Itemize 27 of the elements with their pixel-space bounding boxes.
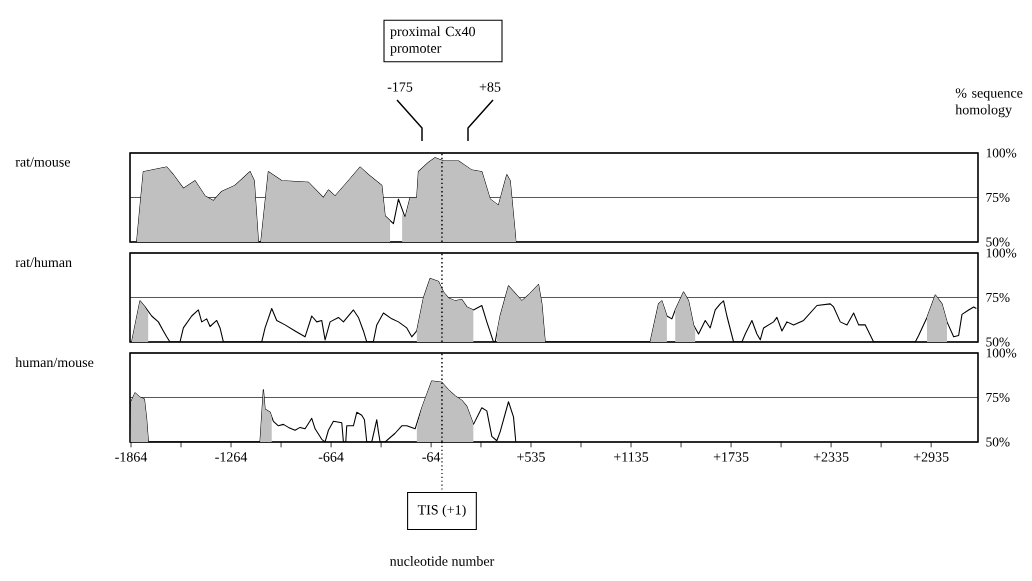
y-tick-label: 100% — [986, 148, 1017, 158]
y-tick-label: 75% — [986, 192, 1010, 202]
x-tick-label: +2935 — [913, 452, 949, 462]
x-axis-title: nucleotide number — [389, 556, 495, 566]
x-tick-label: +2335 — [813, 452, 849, 462]
x-tick-label: -1864 — [115, 452, 148, 462]
y-tick-label: 100% — [986, 348, 1017, 358]
x-tick-label: -1264 — [215, 452, 248, 462]
x-tick-label: -664 — [318, 452, 344, 462]
x-tick-label: +1135 — [614, 452, 649, 462]
y-tick-label: 50% — [986, 237, 1010, 247]
chart-title: rat/mouse — [15, 157, 71, 167]
text: +85 — [479, 82, 501, 92]
chart-title: rat/human — [15, 257, 72, 268]
ref-line-label: TIS (+1) — [417, 504, 466, 518]
x-tick-label: -64 — [422, 452, 441, 462]
y-tick-label: 100% — [986, 248, 1017, 258]
chart-title: human/mouse — [15, 357, 94, 368]
text: proximal Cx40 promoter — [390, 26, 476, 56]
x-tick-label: +535 — [517, 452, 545, 462]
y-axis-title: % sequence homology — [955, 88, 1023, 118]
y-tick-label: 75% — [986, 392, 1010, 402]
text: -175 — [387, 82, 413, 92]
y-tick-label: 75% — [986, 292, 1010, 302]
y-tick-label: 50% — [986, 437, 1010, 447]
y-tick-label: 50% — [986, 337, 1010, 347]
x-tick-label: +1735 — [713, 452, 749, 462]
